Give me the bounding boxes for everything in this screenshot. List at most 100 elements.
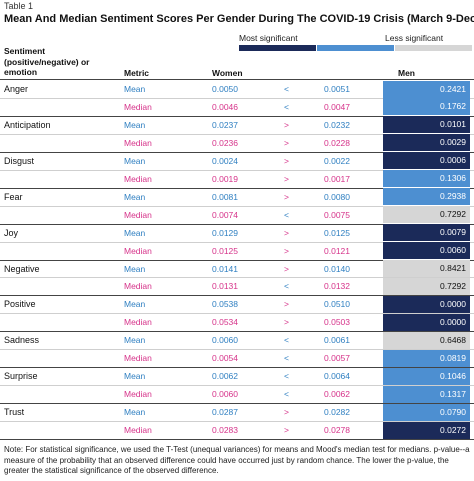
women-value: 0.0074 bbox=[212, 209, 238, 220]
p-value: 0.0790 bbox=[383, 403, 470, 421]
p-value: 0.0079 bbox=[383, 224, 470, 242]
men-value: 0.0080 bbox=[324, 191, 350, 202]
p-value: 0.1046 bbox=[383, 367, 470, 385]
p-value: 0.8421 bbox=[383, 260, 470, 277]
men-value: 0.0022 bbox=[324, 155, 350, 166]
men-value: 0.0232 bbox=[324, 119, 350, 130]
table-title: Mean And Median Sentiment Scores Per Gen… bbox=[4, 13, 474, 25]
group-line bbox=[0, 187, 474, 189]
metric: Mean bbox=[124, 155, 146, 166]
comparison: > bbox=[284, 407, 289, 418]
sentiment: Sadness bbox=[4, 335, 40, 346]
men-value: 0.0510 bbox=[324, 299, 350, 310]
legend-swatch bbox=[317, 45, 394, 51]
comparison: > bbox=[284, 263, 289, 274]
metric: Median bbox=[124, 353, 152, 364]
women-value: 0.0287 bbox=[212, 407, 238, 418]
sentiment: Anticipation bbox=[4, 119, 51, 130]
p-value: 0.0819 bbox=[383, 349, 470, 367]
men-value: 0.0503 bbox=[324, 317, 350, 328]
women-value: 0.0054 bbox=[212, 353, 238, 364]
comparison: < bbox=[284, 101, 289, 112]
legend-less: Less significant bbox=[385, 33, 444, 43]
p-value: 0.0000 bbox=[383, 313, 470, 331]
sentiment: Disgust bbox=[4, 155, 35, 166]
group-line bbox=[0, 223, 474, 225]
men-value: 0.0051 bbox=[324, 84, 350, 94]
women-value: 0.0236 bbox=[212, 137, 238, 148]
women-value: 0.0046 bbox=[212, 101, 238, 112]
men-value: 0.0140 bbox=[324, 263, 350, 274]
comparison: > bbox=[284, 119, 289, 130]
group-line bbox=[0, 295, 474, 297]
metric: Median bbox=[124, 281, 152, 292]
metric: Median bbox=[124, 101, 152, 112]
p-value: 0.0101 bbox=[383, 116, 470, 134]
row-line bbox=[0, 169, 474, 171]
metric: Mean bbox=[124, 335, 146, 346]
row-line bbox=[0, 133, 474, 135]
p-value: 0.2938 bbox=[383, 188, 470, 206]
men-value: 0.0061 bbox=[324, 335, 350, 346]
women-value: 0.0283 bbox=[212, 425, 238, 436]
comparison: > bbox=[284, 245, 289, 256]
header-sentiment: Sentiment (positive/negative) or emotion bbox=[4, 46, 90, 77]
header-line bbox=[0, 79, 474, 80]
metric: Mean bbox=[124, 407, 146, 418]
group-line bbox=[0, 331, 474, 333]
metric: Mean bbox=[124, 371, 146, 382]
comparison: < bbox=[284, 353, 289, 364]
women-value: 0.0125 bbox=[212, 245, 238, 256]
metric: Mean bbox=[124, 119, 146, 130]
women-value: 0.0019 bbox=[212, 173, 238, 184]
comparison: < bbox=[284, 209, 289, 220]
sentiment: Fear bbox=[4, 191, 23, 202]
women-value: 0.0131 bbox=[212, 281, 238, 292]
women-value: 0.0062 bbox=[212, 371, 238, 382]
metric: Median bbox=[124, 425, 152, 436]
sentiment: Trust bbox=[4, 407, 25, 418]
p-value: 0.7292 bbox=[383, 206, 470, 224]
metric: Median bbox=[124, 209, 152, 220]
sentiment: Positive bbox=[4, 299, 36, 310]
legend-swatch bbox=[239, 45, 316, 51]
comparison: > bbox=[284, 155, 289, 166]
women-value: 0.0060 bbox=[212, 335, 238, 346]
comparison: > bbox=[284, 173, 289, 184]
row-line bbox=[0, 205, 474, 207]
metric: Median bbox=[124, 389, 152, 400]
men-value: 0.0125 bbox=[324, 227, 350, 238]
p-value: 0.6468 bbox=[383, 331, 470, 349]
header-women: Women bbox=[212, 68, 243, 78]
header-metric: Metric bbox=[124, 68, 150, 78]
group-line bbox=[0, 367, 474, 369]
row-line bbox=[0, 349, 474, 351]
metric: Median bbox=[124, 173, 152, 184]
p-value: 0.1306 bbox=[383, 170, 470, 188]
men-value: 0.0017 bbox=[324, 173, 350, 184]
metric: Mean bbox=[124, 263, 146, 274]
women-value: 0.0050 bbox=[212, 84, 238, 94]
women-value: 0.0534 bbox=[212, 317, 238, 328]
comparison: < bbox=[284, 84, 289, 94]
comparison: > bbox=[284, 299, 289, 310]
group-line bbox=[0, 439, 474, 440]
row-line bbox=[0, 313, 474, 315]
metric: Median bbox=[124, 317, 152, 328]
table-label: Table 1 bbox=[4, 1, 34, 11]
comparison: < bbox=[284, 335, 289, 346]
metric: Mean bbox=[124, 84, 146, 94]
comparison: < bbox=[284, 281, 289, 292]
comparison: < bbox=[284, 371, 289, 382]
men-value: 0.0075 bbox=[324, 209, 350, 220]
women-value: 0.0129 bbox=[212, 227, 238, 238]
header-pvalue: Men bbox=[398, 68, 415, 78]
comparison: < bbox=[284, 389, 289, 400]
comparison: > bbox=[284, 137, 289, 148]
sentiment: Joy bbox=[4, 227, 19, 238]
comparison: > bbox=[284, 425, 289, 436]
group-line bbox=[0, 259, 474, 261]
comparison: > bbox=[284, 317, 289, 328]
p-value: 0.1762 bbox=[383, 98, 470, 116]
